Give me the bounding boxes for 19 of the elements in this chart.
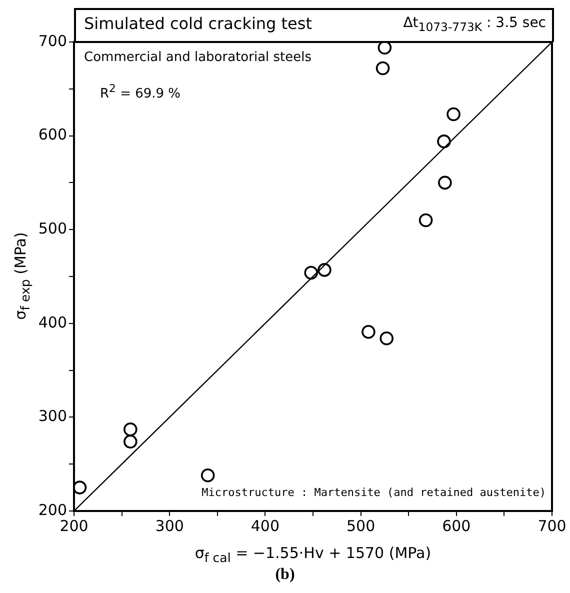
x-tick-label: 700 [538, 516, 566, 535]
x-axis-title: σ$_{f cal}$ = −1.55·Hv + 1570 (MPa) [194, 544, 432, 565]
chart-title: Simulated cold cracking test [84, 14, 312, 33]
annotation: Microstructure : Martensite (and retained austenite) [202, 486, 546, 499]
annotation: R$^{2}$ = 69.9 % [100, 82, 181, 102]
annotation: Commercial and laboratorial steels [84, 50, 312, 65]
y-tick-label: 600 [38, 126, 67, 144]
y-tick-label: 200 [38, 500, 67, 519]
y-tick-label: 700 [38, 32, 67, 50]
y-tick-label: 500 [38, 219, 67, 238]
x-tick-label: 400 [250, 516, 280, 535]
y-tick-label: 400 [38, 313, 67, 332]
x-tick-label: 500 [346, 516, 376, 535]
x-tick-label: 600 [442, 516, 471, 535]
chart-subtitle: Δt$_{1073-773K}$ : 3.5 sec [403, 15, 546, 34]
x-tick-label: 200 [60, 516, 88, 535]
y-tick-label: 300 [38, 407, 67, 426]
text: (b) [275, 566, 295, 584]
x-tick-label: 300 [155, 516, 184, 535]
